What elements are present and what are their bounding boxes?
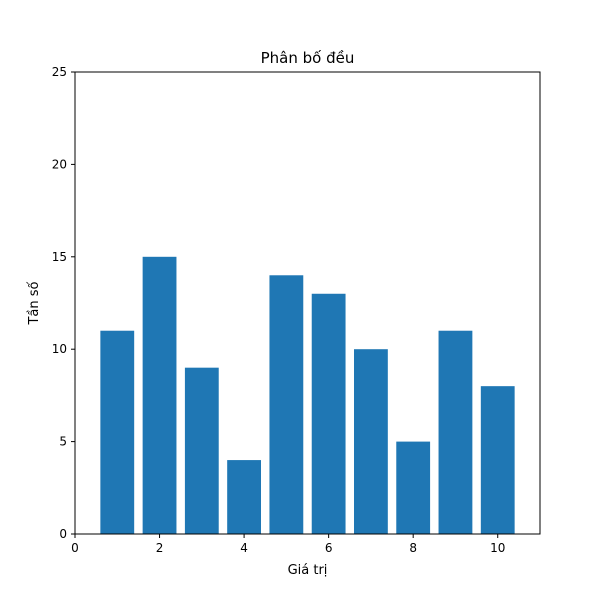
x-tick-label: 2: [156, 541, 164, 555]
bar-10: [480, 386, 515, 534]
y-tick-label: 25: [52, 65, 67, 79]
bar-2: [142, 256, 177, 534]
x-tick-label: 6: [325, 541, 333, 555]
y-axis-label: Tần số: [27, 281, 42, 325]
bar-6: [311, 293, 346, 534]
x-tick-label: 10: [490, 541, 505, 555]
bar-1: [100, 330, 135, 534]
y-tick-label: 5: [59, 435, 67, 449]
x-tick-label: 8: [409, 541, 417, 555]
y-tick-label: 10: [52, 342, 67, 356]
bars-group: [100, 256, 515, 534]
bar-5: [269, 275, 304, 534]
x-tick-label: 4: [240, 541, 248, 555]
y-tick-label: 20: [52, 157, 67, 171]
x-tick-label: 0: [71, 541, 79, 555]
x-axis-label: Giá trị: [288, 563, 328, 578]
plot-frame: [74, 71, 541, 535]
x-axis-ticks: 0 2 4 6 8 10: [71, 534, 505, 555]
y-axis-ticks: 0 5 10 15 20 25: [52, 65, 75, 541]
y-tick-label: 15: [52, 250, 67, 264]
bar-9: [438, 330, 473, 534]
bar-4: [227, 460, 261, 534]
bar-8: [396, 441, 431, 534]
chart-title: Phân bố đều: [261, 49, 355, 67]
bar-3: [184, 367, 219, 534]
y-tick-label: 0: [59, 527, 67, 541]
bar-7: [354, 349, 388, 534]
